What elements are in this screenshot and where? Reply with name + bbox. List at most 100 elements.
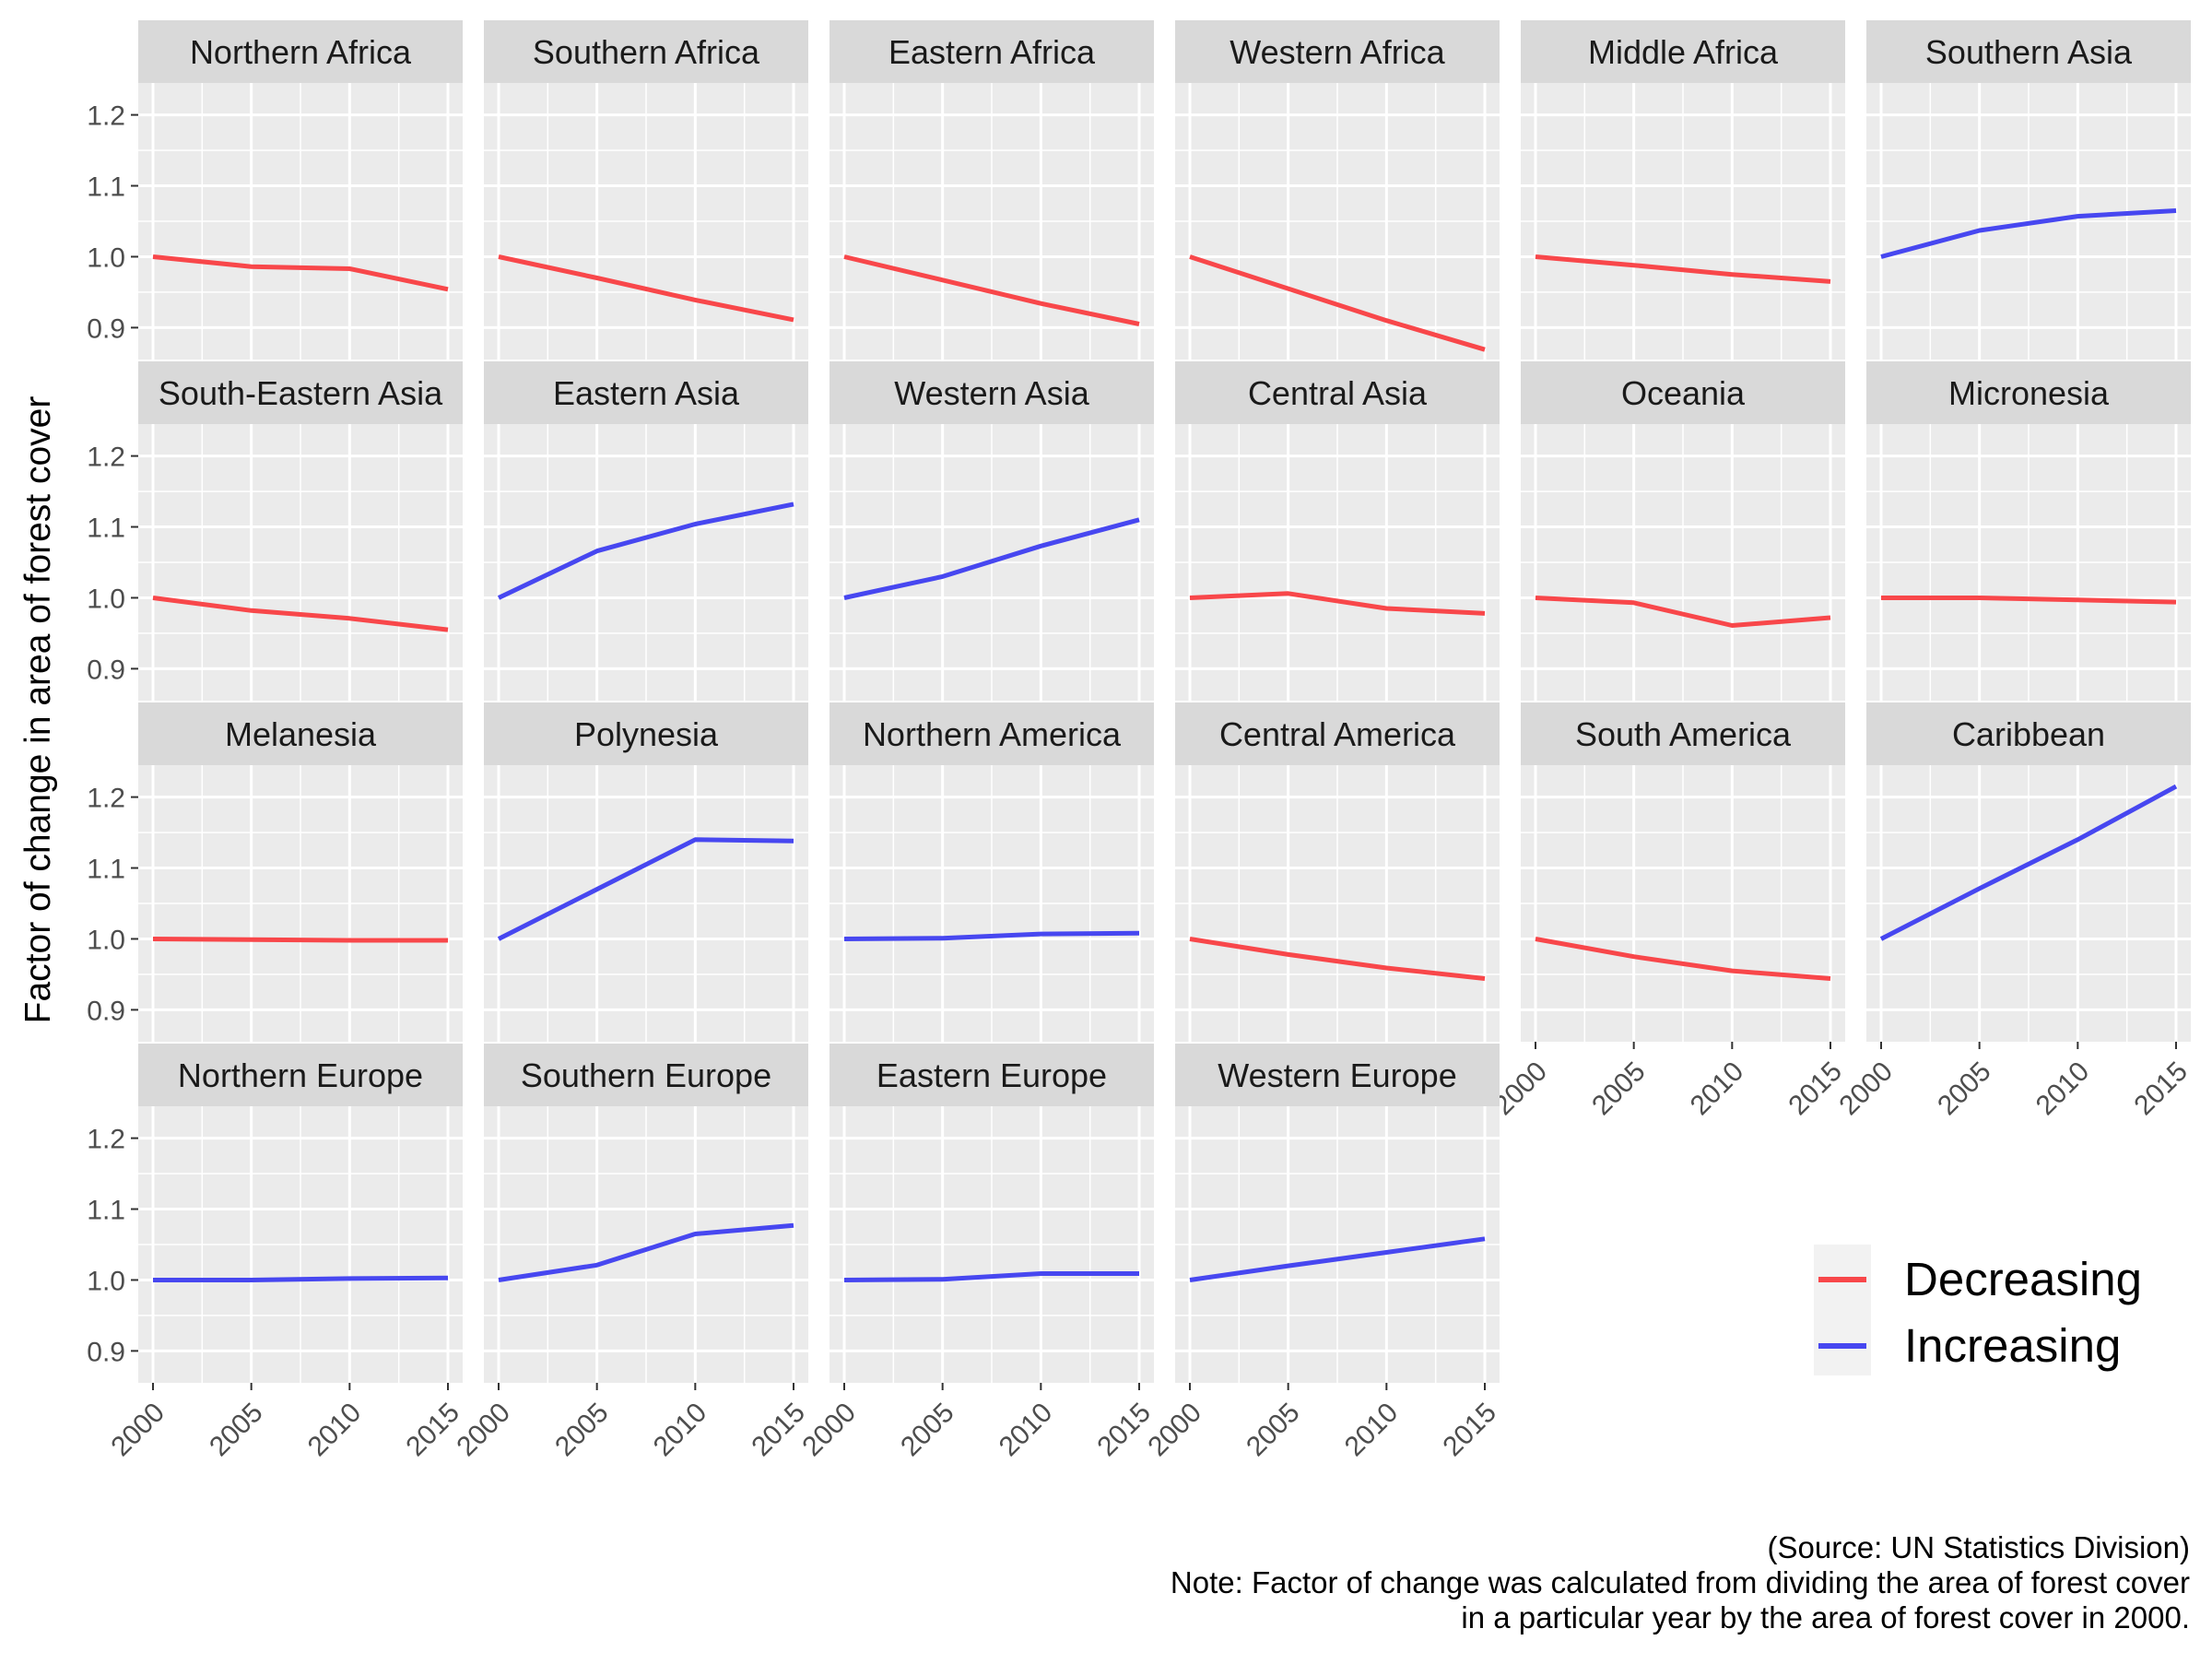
y-tick-label: 1.2 [87, 443, 125, 473]
facet-strip [1866, 20, 2191, 83]
series-line [1535, 596, 1831, 628]
series-line [153, 1275, 449, 1282]
x-tick-label: 2010 [302, 1398, 368, 1463]
series-line [498, 1222, 794, 1282]
facet-title: Southern Africa [533, 33, 760, 71]
y-tick-label: 1.0 [87, 1266, 125, 1296]
facet-title: Western Europe [1218, 1056, 1456, 1094]
series-line [497, 502, 794, 600]
series-line [1535, 254, 1831, 284]
facet-title: Southern Asia [1925, 33, 2133, 71]
y-tick-label: 1.2 [87, 101, 125, 132]
series-line [1189, 1236, 1486, 1282]
x-tick-label: 2005 [1586, 1056, 1652, 1122]
facet-strip [830, 1044, 1154, 1106]
legend-label: Increasing [1904, 1319, 2121, 1372]
facet-panel: Central Asia [1175, 361, 1500, 701]
facet-panel: Western Africa [1175, 20, 1500, 360]
facet-panel: Eastern Asia [484, 361, 808, 701]
series-line [843, 1271, 1139, 1282]
x-tick-label: 2000 [451, 1398, 516, 1463]
series-line [1189, 937, 1486, 981]
facet-strip [1175, 1044, 1500, 1106]
facet-strip [830, 702, 1154, 765]
facet-strip [1521, 702, 1845, 765]
facet-strip [1866, 702, 2191, 765]
facet-title: Central Asia [1248, 374, 1428, 412]
facet-panel: Oceania [1521, 361, 1845, 701]
caption-line: in a particular year by the area of fore… [1461, 1600, 2190, 1634]
x-tick-label: 2005 [549, 1398, 615, 1463]
facet-strip [138, 20, 463, 83]
series-line [1879, 784, 2178, 941]
series-line [152, 596, 449, 632]
facet-panel: Melanesia 0.9 1.0 1.1 1.2 [87, 702, 463, 1042]
facet-title: Middle Africa [1588, 33, 1779, 71]
y-tick-label: 1.2 [87, 784, 125, 814]
facet-strip [484, 702, 808, 765]
facet-title: Eastern Europe [877, 1056, 1107, 1094]
facet-panel: Southern Asia [1866, 20, 2191, 360]
facet-panel: Micronesia [1866, 361, 2191, 701]
facet-strip [1521, 20, 1845, 83]
facet-title: Central America [1219, 715, 1456, 753]
facet-strip [1175, 702, 1500, 765]
facet-panel: Western Asia [830, 361, 1154, 701]
facet-panel: Caribbean 2000 2005 2010 2015 [1833, 702, 2194, 1121]
x-tick-label: 2015 [1091, 1398, 1157, 1463]
y-tick-label: 0.9 [87, 655, 125, 685]
facet-strip [1175, 361, 1500, 424]
facet-title: Western Asia [894, 374, 1089, 412]
facet-strip [138, 361, 463, 424]
y-tick-label: 1.1 [87, 172, 125, 203]
facet-strip [138, 702, 463, 765]
x-tick-label: 2005 [1932, 1056, 1997, 1122]
facet-strip [1866, 361, 2191, 424]
series-line [843, 517, 1140, 600]
y-tick-label: 1.1 [87, 1196, 125, 1226]
facet-strip [138, 1044, 463, 1106]
x-tick-label: 2000 [796, 1398, 862, 1463]
facet-panel: Western Europe 2000 2005 2010 2015 [1142, 1044, 1502, 1462]
x-tick-label: 2000 [105, 1398, 171, 1463]
y-axis-title: Factor of change in area of forest cover [18, 396, 58, 1024]
facet-panel: Northern Europe 0.9 1.0 1.1 1.2 2000 2005 2010 2… [87, 1044, 465, 1462]
facet-strip [484, 1044, 808, 1106]
facet-panel: Eastern Africa [830, 20, 1154, 360]
series-line [498, 254, 794, 323]
facet-panel: Northern Africa 0.9 1.0 1.1 1.2 [87, 20, 463, 360]
caption-line: (Source: UN Statistics Division) [1768, 1530, 2190, 1564]
y-tick-label: 0.9 [87, 996, 125, 1026]
series-line [152, 937, 448, 943]
facet-panel: Middle Africa [1521, 20, 1845, 360]
facet-panel: Northern America [830, 702, 1154, 1042]
facet-title: Northern America [863, 715, 1122, 753]
facet-panel: South-Eastern Asia 0.9 1.0 1.1 1.2 [87, 361, 463, 701]
y-tick-label: 1.1 [87, 513, 125, 544]
x-tick-label: 2005 [1241, 1398, 1306, 1463]
x-tick-label: 2005 [204, 1398, 269, 1463]
facet-panel: Southern Europe 2000 2005 2010 2015 [451, 1044, 811, 1462]
y-tick-label: 1.0 [87, 584, 125, 614]
x-tick-label: 2015 [400, 1398, 465, 1463]
facet-title: Oceania [1621, 374, 1746, 412]
x-tick-label: 2005 [895, 1398, 960, 1463]
series-line [1189, 591, 1486, 616]
series-line [152, 254, 449, 292]
facet-title: Melanesia [225, 715, 377, 753]
x-tick-label: 2015 [2128, 1056, 2194, 1122]
x-tick-label: 2010 [1339, 1398, 1405, 1463]
facet-strip [830, 20, 1154, 83]
facet-title: Polynesia [574, 715, 719, 753]
facet-strip [484, 20, 808, 83]
series-line [843, 930, 1140, 941]
facet-title: South-Eastern Asia [159, 374, 443, 412]
facet-title: Southern Europe [521, 1056, 771, 1094]
series-line [843, 254, 1140, 326]
caption-line: Note: Factor of change was calculated fr… [1171, 1565, 2190, 1599]
y-tick-label: 1.0 [87, 925, 125, 955]
y-tick-label: 1.2 [87, 1125, 125, 1155]
facet-panel: Central America [1175, 702, 1500, 1042]
series-line [1880, 208, 2177, 259]
